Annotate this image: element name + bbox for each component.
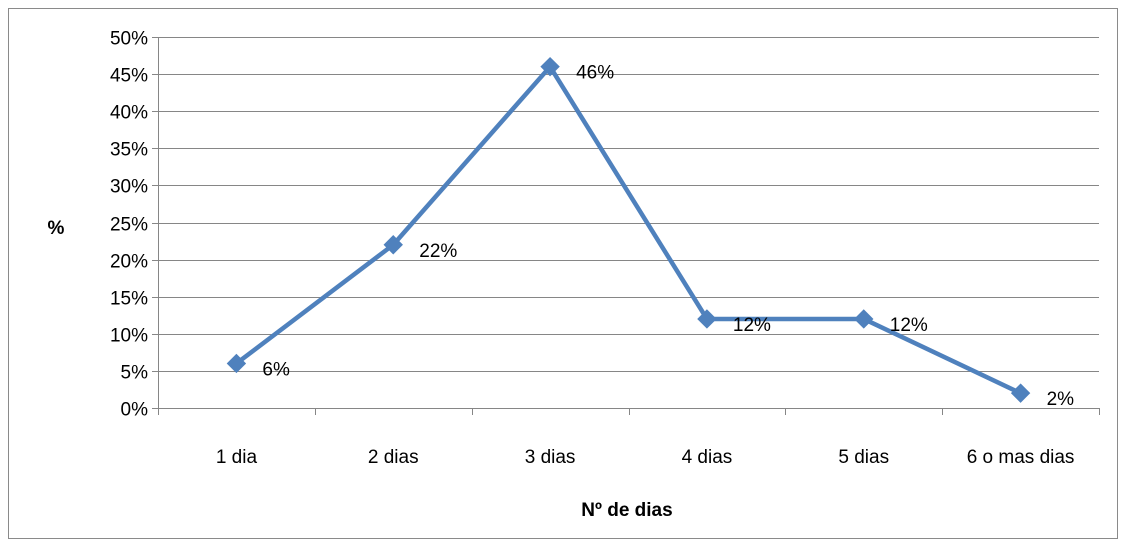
- y-tick-label: 40%: [110, 103, 148, 124]
- y-tick-label: 20%: [110, 252, 148, 273]
- data-label: 12%: [733, 315, 771, 336]
- y-tick-label: 15%: [110, 289, 148, 310]
- data-point-marker: [540, 56, 560, 77]
- data-label: 2%: [1047, 389, 1075, 410]
- x-tick-label: 6 o mas dias: [967, 447, 1075, 468]
- y-tick-label: 5%: [121, 363, 149, 384]
- y-tick-label: 10%: [110, 326, 148, 347]
- data-label: 46%: [576, 63, 614, 84]
- data-label: 22%: [419, 241, 457, 262]
- y-tick-label: 45%: [110, 66, 148, 87]
- axes: [152, 37, 1100, 415]
- x-tick-label: 3 dias: [525, 447, 576, 468]
- x-tick-labels: 1 dia 2 dias 3 dias 4 dias 5 dias 6 o mas dia…: [216, 447, 1075, 468]
- y-tick-label: 25%: [110, 215, 148, 236]
- x-tick-label: 2 dias: [368, 447, 419, 468]
- data-point-marker: [226, 353, 247, 374]
- data-label: 12%: [890, 315, 928, 336]
- y-tick-label: 35%: [110, 140, 148, 161]
- y-tick-label: 0%: [121, 400, 149, 421]
- data-label: 6%: [262, 359, 290, 380]
- series-line: [234, 64, 1023, 396]
- data-point-marker: [854, 309, 874, 329]
- x-tick-label: 4 dias: [682, 447, 733, 468]
- series-markers: [226, 56, 1031, 403]
- y-tick-label: 50%: [110, 29, 148, 50]
- data-point-marker: [697, 309, 717, 329]
- y-axis-title: %: [48, 218, 65, 239]
- x-tick-label: 5 dias: [838, 447, 889, 468]
- data-point-marker: [1010, 383, 1031, 403]
- y-tick-label: 30%: [110, 177, 148, 198]
- x-axis-title: Nº de dias: [581, 500, 672, 521]
- chart-area: [8, 8, 1118, 539]
- data-point-marker: [383, 235, 403, 255]
- y-tick-labels: 0% 5% 10% 15% 20% 25% 30% 35% 40% 45% 50%: [110, 29, 148, 421]
- x-tick-label: 1 dia: [216, 447, 258, 468]
- data-labels: 6% 22% 46% 12% 12% 2%: [262, 63, 1074, 410]
- series-line: [234, 64, 1023, 396]
- gridlines: [158, 37, 1099, 372]
